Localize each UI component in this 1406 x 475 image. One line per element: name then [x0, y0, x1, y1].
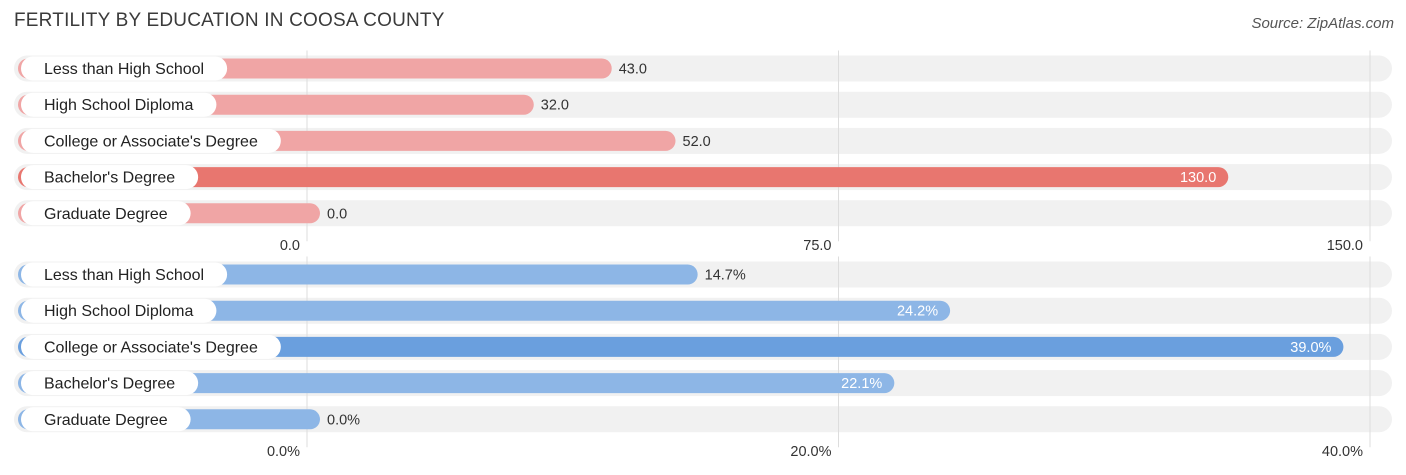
fertility-category-label-4: Graduate Degree	[44, 206, 168, 223]
share-value-label-4: 0.0%	[327, 412, 360, 428]
share-category-pill-0	[21, 262, 228, 287]
fertility-category-pill-1	[21, 92, 217, 117]
fertility-value-label-2: 52.0	[683, 134, 711, 150]
fertility-value-label-3: 130.0	[1180, 170, 1216, 186]
share-tick-label-2: 40.0%	[1322, 444, 1363, 460]
share-category-pill-4	[21, 407, 191, 432]
share-category-label-2: College or Associate's Degree	[44, 339, 258, 356]
share-value-label-0: 14.7%	[705, 268, 746, 284]
fertility-category-label-1: High School Diploma	[44, 97, 194, 114]
share-category-pill-2	[21, 334, 281, 359]
share-bar-3	[18, 373, 895, 394]
fertility-tick-label-0: 0.0	[280, 238, 300, 254]
fertility-value-label-4: 0.0	[327, 206, 347, 222]
fertility-category-pill-4	[21, 201, 191, 226]
fertility-category-label-2: College or Associate's Degree	[44, 133, 258, 150]
share-tick-label-1: 20.0%	[790, 444, 831, 460]
share-category-label-0: Less than High School	[44, 267, 204, 284]
fertility-category-label-0: Less than High School	[44, 61, 204, 78]
share-category-label-4: Graduate Degree	[44, 412, 168, 429]
share-category-pill-1	[21, 298, 217, 323]
share-value-label-3: 22.1%	[841, 376, 882, 392]
fertility-category-label-3: Bachelor's Degree	[44, 170, 175, 187]
fertility-bar-3	[18, 167, 1229, 188]
share-tick-label-0: 0.0%	[267, 444, 300, 460]
share-category-label-1: High School Diploma	[44, 303, 194, 320]
fertility-category-pill-0	[21, 56, 228, 81]
fertility-track-4	[14, 200, 1392, 227]
source-note: Source: ZipAtlas.com	[1251, 15, 1394, 32]
fertility-category-pill-3	[21, 165, 199, 190]
share-value-label-1: 24.2%	[897, 304, 938, 320]
fertility-tick-label-1: 75.0	[803, 238, 831, 254]
share-value-label-2: 39.0%	[1290, 340, 1331, 356]
fertility-category-pill-2	[21, 128, 281, 153]
fertility-value-label-1: 32.0	[541, 98, 569, 114]
fertility-value-label-0: 43.0	[619, 62, 647, 78]
chart-title: FERTILITY BY EDUCATION IN COOSA COUNTY	[14, 10, 445, 31]
share-bar-1	[18, 300, 951, 321]
share-category-label-3: Bachelor's Degree	[44, 376, 175, 393]
share-bar-2	[18, 336, 1344, 357]
share-track-4	[14, 406, 1392, 433]
share-category-pill-3	[21, 371, 199, 396]
fertility-tick-label-2: 150.0	[1327, 238, 1363, 254]
